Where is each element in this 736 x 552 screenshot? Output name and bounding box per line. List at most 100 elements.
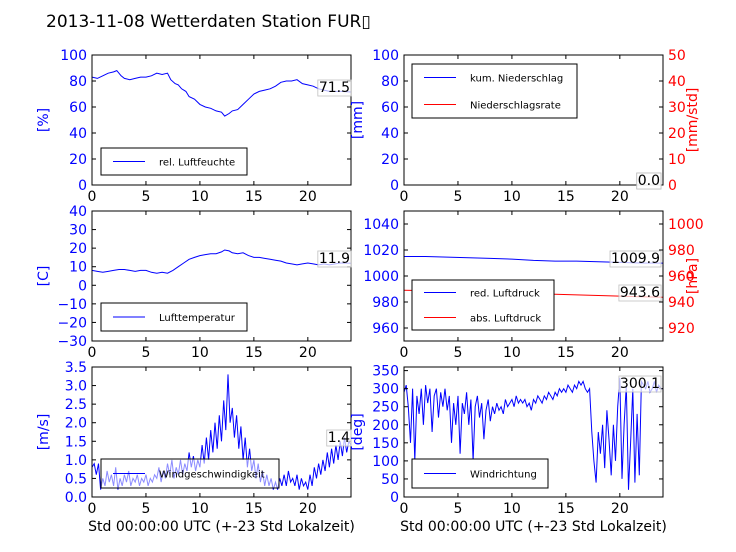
winddirection-xtick-label: 15 xyxy=(557,501,575,517)
humidity-ytick-label: 80 xyxy=(69,74,87,90)
windspeed-xtick-label: 5 xyxy=(141,501,150,517)
precipitation-ytick-label: 60 xyxy=(381,100,399,116)
precipitation-ytick-label: 40 xyxy=(381,126,399,142)
winddirection-ytick-label: 0 xyxy=(390,490,399,506)
windspeed-ytick-label: 0.5 xyxy=(65,471,87,487)
precipitation-ytick-label: 100 xyxy=(372,48,399,64)
temperature-panel: 0 5 10 15 20 −30 −20 −10 0 10 20 30 40 [C] Lufttempera… xyxy=(36,204,352,361)
temperature-last-value: 11.9 xyxy=(319,251,350,267)
windspeed-panel: 0 5 10 15 20 0.0 0.5 1.0 1.5 2.0 2.5 3.0 3.5 [m/s] Std… xyxy=(36,360,355,535)
precipitation-ylabel2: [mm/std] xyxy=(685,88,701,153)
precipitation-ytick2-label: 20 xyxy=(668,126,686,142)
precipitation-ytick-label: 80 xyxy=(381,74,399,90)
precipitation-ytick2-label: 30 xyxy=(668,100,686,116)
figure-title: 2013-11-08 Wetterdaten Station FUR▯ xyxy=(46,12,371,32)
temperature-xtick-label: 15 xyxy=(245,345,263,361)
pressure-ytick2-label: 920 xyxy=(668,321,695,337)
humidity-xtick-label: 20 xyxy=(299,189,317,205)
pressure-xtick-label: 15 xyxy=(557,345,575,361)
windspeed-xtick-label: 15 xyxy=(245,501,263,517)
precipitation-ytick2-label: 40 xyxy=(668,74,686,90)
pressure-legend-label: red. Luftdruck xyxy=(470,289,540,300)
pressure-legend-box xyxy=(411,279,555,331)
winddirection-legend: Windrichtung xyxy=(411,458,549,489)
pressure-legend: red. Luftdruck abs. Luftdruck xyxy=(411,279,555,331)
humidity-xtick-label: 0 xyxy=(88,189,97,205)
windspeed-xtick-label: 10 xyxy=(191,501,209,517)
windspeed-legend-label: Windgeschwindigkeit xyxy=(159,470,265,481)
pressure-ytick2-label: 980 xyxy=(668,243,695,259)
windspeed-ytick-label: 0.0 xyxy=(65,490,87,506)
temperature-ytick-label: 10 xyxy=(69,260,87,276)
windspeed-ytick-label: 2.0 xyxy=(65,416,87,432)
humidity-legend-label: rel. Luftfeuchte xyxy=(159,158,235,169)
winddirection-xtick-label: 5 xyxy=(453,501,462,517)
winddirection-xtick-label: 10 xyxy=(503,501,521,517)
precipitation-legend: kum. Niederschlag Niederschlagsrate xyxy=(411,63,578,119)
temperature-ytick-label: −10 xyxy=(57,297,87,313)
windspeed-xtick-label: 0 xyxy=(88,501,97,517)
precipitation-last-value: 0.0 xyxy=(638,173,660,189)
precipitation-ytick-label: 20 xyxy=(381,152,399,168)
pressure-ylabel2: [hPa] xyxy=(685,258,701,294)
pressure-ytick2-label: 1000 xyxy=(668,217,704,233)
winddirection-ytick-label: 50 xyxy=(381,472,399,488)
winddirection-last-value-box xyxy=(618,375,662,393)
winddirection-ytick-label: 150 xyxy=(372,436,399,452)
precipitation-xtick-label: 20 xyxy=(611,189,629,205)
humidity-ytick-label: 20 xyxy=(69,152,87,168)
pressure-legend-label: abs. Luftdruck xyxy=(470,314,541,325)
pressure-xtick-label: 5 xyxy=(453,345,462,361)
winddirection-ytick-label: 300 xyxy=(372,382,399,398)
winddirection-ytick-label: 250 xyxy=(372,400,399,416)
humidity-xtick-label: 15 xyxy=(245,189,263,205)
humidity-xtick-label: 10 xyxy=(191,189,209,205)
temperature-xtick-label: 20 xyxy=(299,345,317,361)
winddirection-ylabel: [deg] xyxy=(350,413,366,450)
pressure-last-value-box xyxy=(618,284,662,302)
precipitation-xtick-label: 5 xyxy=(453,189,462,205)
temperature-legend: Lufttemperatur xyxy=(100,302,248,332)
precipitation-frame xyxy=(403,54,664,186)
windspeed-ytick-label: 3.0 xyxy=(65,379,87,395)
windspeed-ytick-label: 3.5 xyxy=(65,360,87,376)
temperature-xtick-label: 0 xyxy=(88,345,97,361)
winddirection-ytick-label: 350 xyxy=(372,364,399,380)
pressure-ytick-label: 1020 xyxy=(363,243,399,259)
precipitation-ytick2-label: 50 xyxy=(668,48,686,64)
pressure-ytick2-label: 940 xyxy=(668,295,695,311)
temperature-xtick-label: 5 xyxy=(141,345,150,361)
pressure-xtick-label: 20 xyxy=(611,345,629,361)
winddirection-legend-label: Windrichtung xyxy=(470,470,537,481)
temperature-last-value-box xyxy=(317,250,352,268)
windspeed-xlabel: Std 00:00:00 UTC (+-23 Std Lokalzeit) xyxy=(88,519,355,535)
humidity-panel: 0 5 10 15 20 0 20 40 60 80 100 [%] rel. Luftfeuchte 7… xyxy=(36,48,352,205)
humidity-last-value: 71.5 xyxy=(319,80,350,96)
pressure-ytick-label: 1000 xyxy=(363,269,399,285)
precipitation-ylabel: [mm] xyxy=(350,101,366,139)
windspeed-ytick-label: 1.0 xyxy=(65,453,87,469)
temperature-xtick-label: 10 xyxy=(191,345,209,361)
winddirection-xtick-label: 20 xyxy=(611,501,629,517)
humidity-ytick-label: 100 xyxy=(60,48,87,64)
temperature-ytick-label: 20 xyxy=(69,241,87,257)
windspeed-ytick-label: 2.5 xyxy=(65,397,87,413)
winddirection-ytick-label: 200 xyxy=(372,418,399,434)
humidity-frame xyxy=(91,54,352,186)
temperature-ytick-label: −30 xyxy=(57,334,87,350)
pressure-last-value-box xyxy=(609,250,662,268)
humidity-ylabel: [%] xyxy=(36,108,52,132)
pressure-last-value: 943.6 xyxy=(620,285,660,301)
precipitation-xtick-label: 15 xyxy=(557,189,575,205)
humidity-last-value-box xyxy=(317,79,352,97)
temperature-frame xyxy=(91,210,352,342)
precipitation-ytick2-label: 0 xyxy=(668,178,677,194)
humidity-ytick-label: 60 xyxy=(69,100,87,116)
precipitation-ytick-label: 0 xyxy=(390,178,399,194)
pressure-ytick2-label: 960 xyxy=(668,269,695,285)
pressure-last-value: 1009.9 xyxy=(611,251,660,267)
temperature-ytick-label: 40 xyxy=(69,204,87,220)
temperature-legend-label: Lufttemperatur xyxy=(159,313,236,324)
